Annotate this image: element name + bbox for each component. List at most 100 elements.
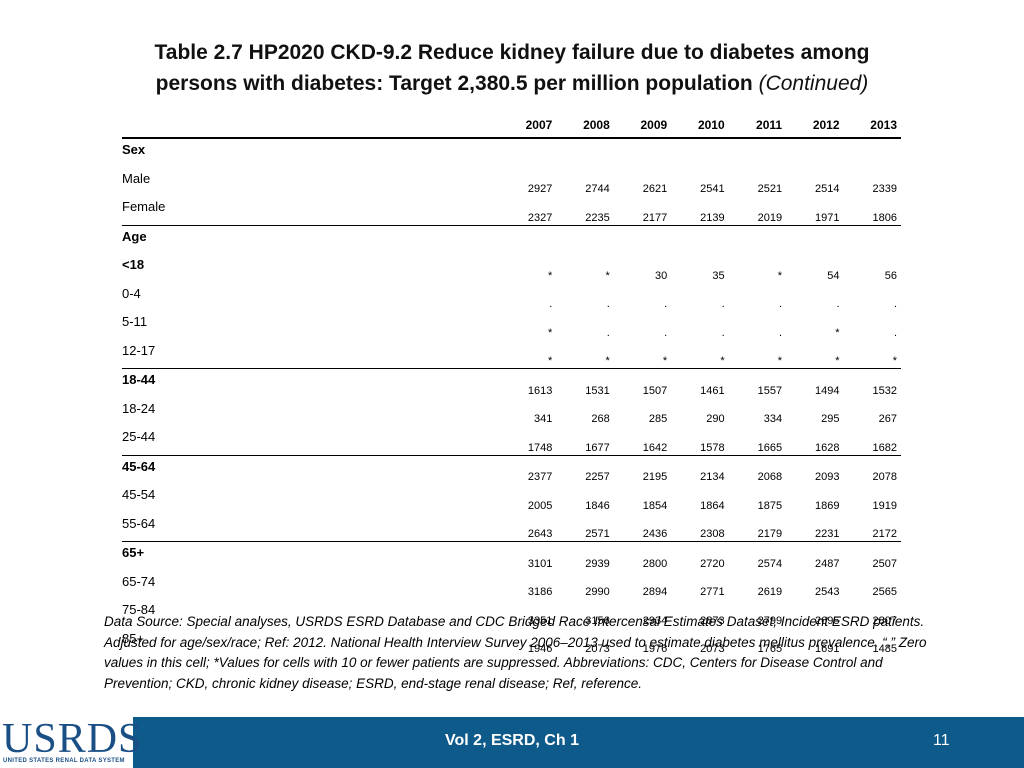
table-cell: 1461: [700, 384, 725, 397]
table-row: 18-24 341 268 285 290 334 295 267: [122, 398, 901, 427]
table-cell: .: [606, 326, 610, 339]
table-cell: 2807: [872, 614, 897, 627]
row-label: 18-44: [122, 372, 156, 387]
row-label: Sex: [122, 142, 146, 157]
logo-subtitle: UNITED STATES RENAL DATA SYSTEM: [3, 758, 125, 764]
table-cell: 2990: [585, 586, 610, 598]
table-cell: 2377: [527, 471, 553, 483]
table-cell: 1532: [872, 384, 897, 397]
table-cell: 2339: [872, 183, 897, 195]
table-cell: [614, 225, 671, 254]
table-cell: 1494: [815, 384, 840, 397]
table-cell: 2643: [498, 512, 557, 542]
table-cell: .: [836, 298, 840, 310]
table-cell: 1971: [786, 196, 844, 226]
table-cell: *: [556, 339, 614, 369]
table-cell: [499, 225, 556, 254]
table-cell: *: [613, 339, 672, 369]
table-cell: *: [671, 339, 729, 369]
title-line-1: Table 2.7 HP2020 CKD-9.2 Reduce kidney f…: [154, 41, 870, 64]
table-cell: 2571: [556, 512, 614, 542]
table-cell: 1677: [556, 426, 614, 456]
title-continued: (Continued): [758, 72, 869, 95]
table-cell: 1875: [757, 499, 783, 512]
table-cell: 341: [533, 413, 553, 425]
row-label: 75-84: [122, 602, 156, 617]
table-cell: *: [605, 269, 610, 282]
table-cell: 1531: [585, 384, 610, 397]
table-cell: 2514: [815, 183, 840, 195]
table-cell: 2873: [700, 614, 725, 627]
table-cell: [556, 138, 613, 168]
table-cell: 3101: [527, 557, 553, 570]
table-cell: 2574: [757, 557, 783, 570]
table-cell: 3156: [585, 614, 610, 627]
table-cell: 1613: [527, 384, 553, 397]
table-cell: [499, 138, 556, 168]
table-cell: [614, 138, 671, 168]
data-table: 2007 2008 2009 2010 2011 2012 2013 Sex Ma…: [122, 112, 901, 656]
table-cell: 295: [821, 413, 840, 425]
table-cell: 1665: [728, 426, 787, 456]
slide-title: Table 2.7 HP2020 CKD-9.2 Reduce kidney f…: [110, 37, 914, 99]
table-cell: 1806: [843, 196, 901, 226]
table-cell: .: [606, 298, 610, 310]
table-cell: 2073: [585, 643, 610, 655]
table-cell: *: [548, 326, 553, 339]
table-cell: .: [893, 326, 897, 339]
table-cell: 56: [884, 269, 897, 282]
table-row: Sex: [122, 138, 901, 168]
table-cell: 2799: [757, 614, 783, 627]
row-label: Female: [122, 196, 499, 226]
row-label: 65-74: [122, 573, 156, 589]
table-cell: 2172: [843, 512, 901, 542]
table-cell: 1976: [642, 643, 668, 655]
row-label: 25-44: [122, 426, 499, 456]
table-cell: 1485: [872, 643, 897, 655]
table-row: 0-4.......: [122, 283, 901, 312]
header-label-cell: [122, 112, 499, 139]
table-header-row: 2007 2008 2009 2010 2011 2012 2013: [122, 112, 901, 139]
table-cell: 1642: [613, 426, 672, 456]
table-cell: 2005: [527, 499, 553, 512]
table-cell: 2068: [757, 471, 783, 483]
table-row: 75-84 3351 3156 2934 2873 2799 2695 2807: [122, 599, 901, 628]
table-row: Male 2927 2744 2621 2541 2521 2514 2339: [122, 168, 901, 197]
table-cell: .: [664, 326, 668, 339]
table-cell: .: [664, 298, 668, 310]
table-cell: .: [549, 298, 553, 310]
table-cell: 2771: [700, 586, 725, 598]
table-cell: 2177: [613, 196, 672, 226]
year-header: 2010: [671, 112, 729, 139]
table-cell: 1869: [815, 499, 840, 512]
table-cell: 285: [648, 413, 668, 425]
table-row: 5-11 *.... *.: [122, 311, 901, 340]
table-cell: [844, 225, 901, 254]
table-cell: 3186: [527, 586, 553, 598]
table-row: 12-17 * * * * * * *: [122, 339, 901, 369]
table-cell: 1507: [642, 384, 668, 397]
table-cell: 1765: [757, 643, 783, 655]
table-cell: 2619: [757, 586, 783, 598]
table-cell: 2695: [815, 614, 840, 627]
table-cell: 2939: [585, 557, 610, 570]
row-label: 65+: [122, 545, 145, 560]
table-cell: 2541: [700, 183, 725, 195]
table-row: 45-64 2377 2257 2195 2134 2068 2093 2078: [122, 455, 901, 484]
row-label: <18: [122, 257, 145, 272]
table-cell: *: [777, 269, 783, 282]
table-cell: 2235: [556, 196, 614, 226]
table-cell: 268: [591, 413, 610, 425]
table-cell: 2327: [498, 196, 557, 226]
table-cell: *: [786, 339, 844, 369]
table-cell: [556, 225, 613, 254]
table-cell: 2744: [585, 183, 610, 195]
row-label: 0-4: [122, 285, 141, 301]
table-row: 18-44 1613 1531 1507 1461 1557 1494 1532: [122, 369, 901, 398]
table-cell: .: [779, 298, 783, 310]
row-label: 45-54: [122, 487, 156, 502]
row-label: 45-64: [122, 458, 156, 474]
table-cell: 2257: [585, 471, 610, 483]
table-row: 25-44 1748 1677 1642 1578 1665 1628 1682: [122, 426, 901, 456]
table-cell: 1578: [671, 426, 729, 456]
